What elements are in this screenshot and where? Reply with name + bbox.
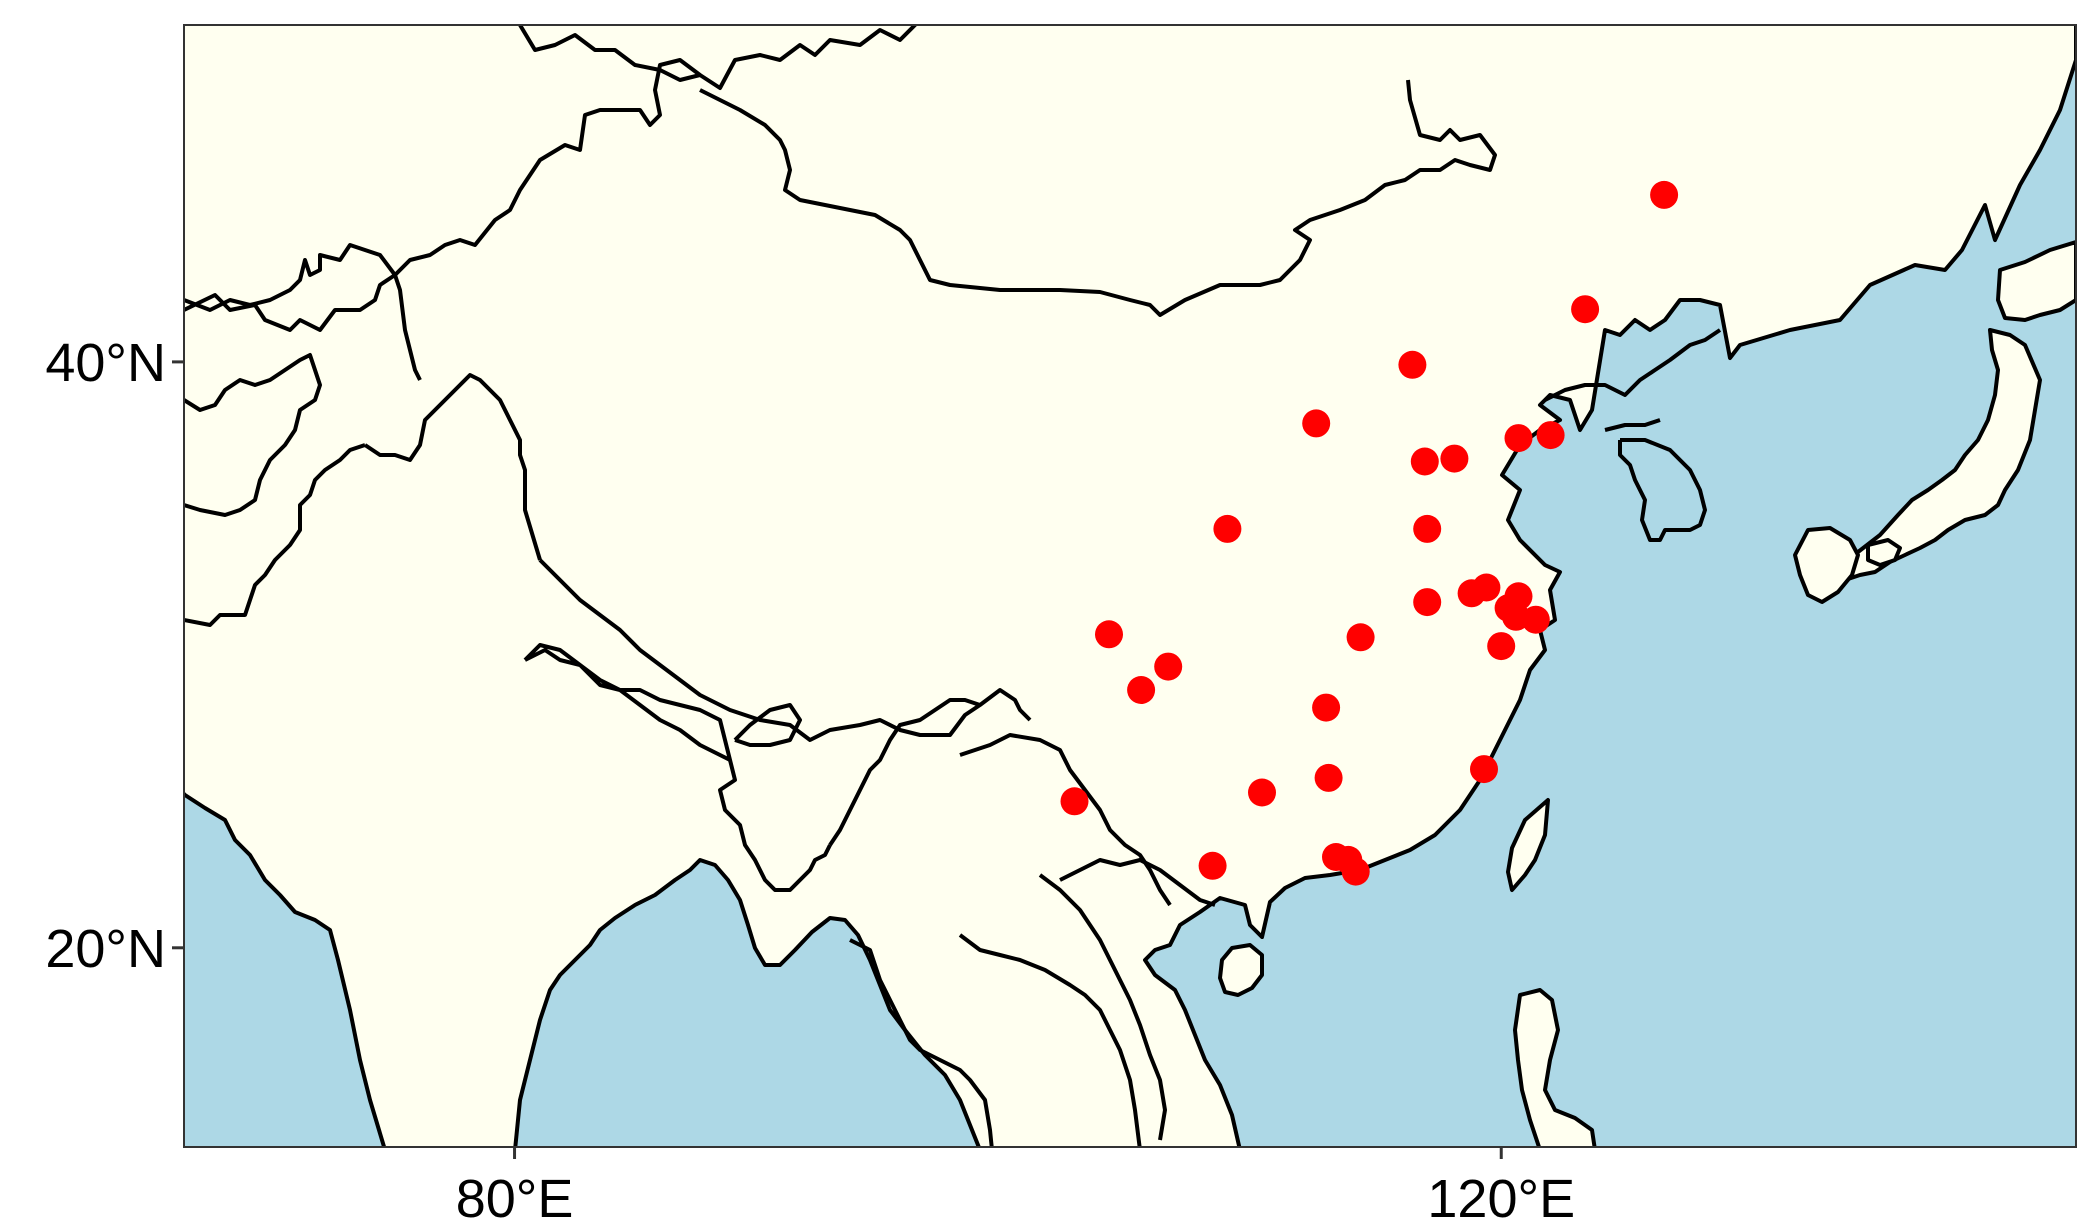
land-japan-hokkaido — [1996, 240, 2076, 322]
border-korea-dmz — [1604, 418, 1661, 432]
city-marker-26 — [1248, 778, 1276, 807]
border-kyrgyz — [184, 273, 397, 332]
x-tick-label: 80°E — [456, 1169, 574, 1229]
x-tick-label: 120°E — [1427, 1169, 1575, 1229]
border-bhutan — [733, 703, 802, 747]
border-myanmar-south — [849, 938, 994, 1147]
border-china-korea — [1544, 328, 1722, 402]
city-marker-4 — [1302, 409, 1331, 438]
border-pakistan-west — [184, 353, 322, 517]
city-marker-8 — [1440, 444, 1469, 473]
land-japan-kyushu — [1793, 526, 1860, 604]
city-marker-17 — [1521, 605, 1550, 634]
border-laos-2 — [1038, 873, 1167, 1141]
border-thailand — [958, 933, 1142, 1147]
city-marker-13 — [1472, 573, 1501, 602]
y-tick-label: 20°N — [45, 919, 166, 979]
border-vietnam-china — [1059, 858, 1216, 907]
border-mongolia-north — [699, 79, 1497, 317]
axes: 80°E 120°E 40°N 20°N — [45, 333, 1575, 1229]
city-marker-1 — [1650, 180, 1679, 209]
city-marker-20 — [1095, 620, 1123, 649]
land-mainland — [184, 25, 2076, 1147]
city-marker-27 — [1314, 763, 1343, 792]
border-china-xinjiang-north — [393, 58, 702, 277]
land-luzon — [1513, 988, 1597, 1147]
city-marker-25 — [1060, 787, 1089, 816]
city-marker-19 — [1346, 623, 1375, 652]
border-russia-mongolia — [518, 25, 918, 90]
city-marker-16 — [1504, 582, 1533, 611]
city-marker-3 — [1398, 350, 1427, 379]
border-china-west — [363, 373, 542, 561]
city-marker-2 — [1571, 295, 1600, 324]
city-marker-5 — [1504, 424, 1533, 453]
city-marker-21 — [1154, 652, 1183, 681]
plot-panel-frame — [183, 24, 2077, 1148]
city-marker-7 — [1410, 447, 1439, 476]
city-marker-22 — [1127, 676, 1156, 704]
border-korea-outline — [1618, 438, 1707, 542]
city-marker-9 — [1213, 514, 1242, 543]
border-myanmar — [828, 698, 981, 847]
city-marker-23 — [1312, 693, 1341, 722]
city-marker-6 — [1536, 421, 1565, 450]
border-laos — [959, 733, 1172, 907]
land-japan-shikoku — [1866, 538, 1902, 567]
y-tick-label: 40°N — [45, 333, 166, 393]
city-marker-24 — [1470, 755, 1498, 784]
border-india-bangladesh — [718, 759, 832, 892]
land-hainan — [1218, 943, 1264, 997]
land-taiwan — [1506, 798, 1550, 892]
city-marker-11 — [1413, 588, 1442, 617]
city-marker-18 — [1487, 632, 1516, 661]
city-marker-28 — [1198, 851, 1227, 880]
marker-layer — [1060, 180, 1679, 886]
border-india-pakistan — [184, 443, 366, 627]
city-marker-10 — [1413, 514, 1442, 543]
city-marker-31 — [1341, 857, 1370, 886]
